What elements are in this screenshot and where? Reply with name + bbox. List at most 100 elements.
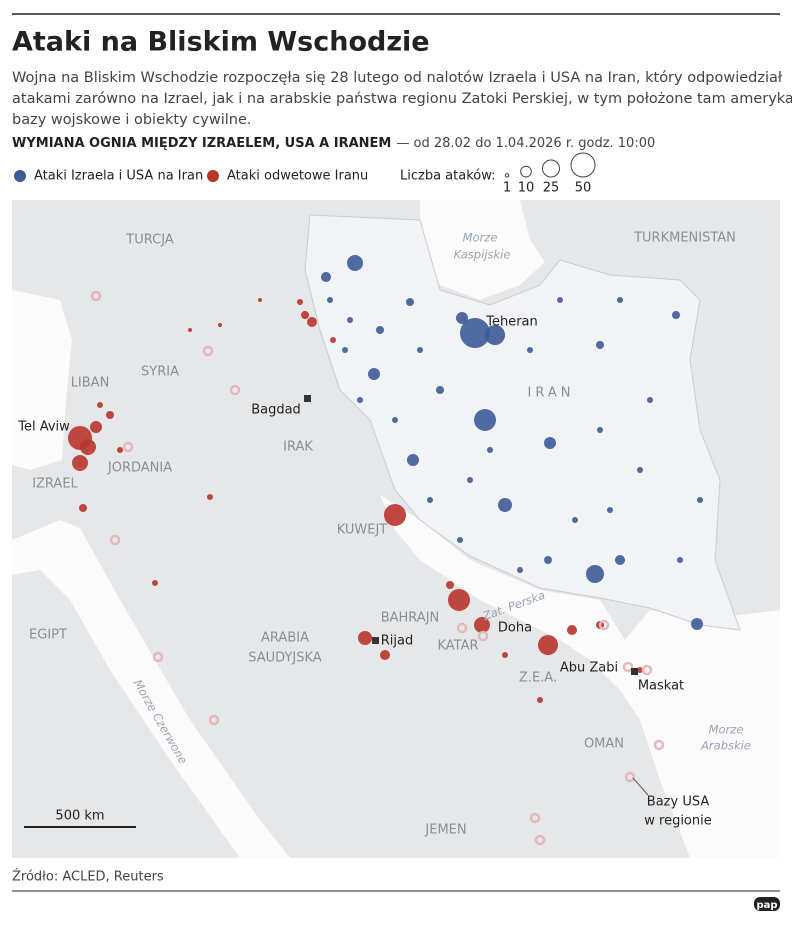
country-label: KUWEJT <box>337 523 388 538</box>
size-legend-title: Liczba ataków: <box>400 169 496 184</box>
country-label: TURCJA <box>125 233 174 248</box>
title: Ataki na Bliskim Wschodzie <box>12 27 430 58</box>
bases-label: Bazy USA <box>647 795 710 810</box>
attack-dot <box>544 437 556 449</box>
us-base <box>456 622 468 634</box>
attack-dot <box>498 498 512 512</box>
country-label: JORDANIA <box>107 461 172 476</box>
attack-dot <box>347 255 363 271</box>
attack-dot <box>567 625 577 635</box>
us-base <box>477 630 489 642</box>
attack-dot <box>538 635 558 655</box>
attack-dot <box>446 581 454 589</box>
attack-dot <box>97 402 103 408</box>
subheading: WYMIANA OGNIA MIĘDZY IZRAELEM, USA A IRA… <box>12 136 655 151</box>
legend-label: Ataki Izraela i USA na Iran <box>34 169 203 184</box>
country-label: EGIPT <box>29 628 67 643</box>
attack-dot <box>392 417 398 423</box>
attack-dot <box>327 297 333 303</box>
attack-dot <box>457 537 463 543</box>
city-label: Teheran <box>485 315 538 330</box>
attack-dot <box>376 326 384 334</box>
subheading-text: WYMIANA OGNIA MIĘDZY IZRAELEM, USA A IRA… <box>12 136 391 151</box>
us-base <box>622 661 634 673</box>
attack-dot <box>617 297 623 303</box>
attack-dot <box>384 504 406 526</box>
attack-dot <box>152 580 158 586</box>
country-label: OMAN <box>584 737 624 752</box>
size-legend-circle <box>520 165 532 178</box>
source: Źródło: ACLED, Reuters <box>12 869 164 885</box>
attack-dot <box>557 297 563 303</box>
attack-dot <box>347 317 353 323</box>
attack-dot <box>607 507 613 513</box>
country-label: TURKMENISTAN <box>633 231 736 246</box>
attack-dot <box>474 409 496 431</box>
attack-dot <box>106 411 114 419</box>
legend-label: Ataki odwetowe Iranu <box>227 169 368 184</box>
logo: pap <box>756 900 777 911</box>
city-marker <box>304 395 311 402</box>
period: — od 28.02 do 1.04.2026 r. godz. 10:00 <box>396 136 655 151</box>
attack-dot <box>417 347 423 353</box>
attack-dot <box>342 347 348 353</box>
logo-badge <box>754 897 780 911</box>
country-label: IZRAEL <box>32 477 78 492</box>
us-base <box>229 384 241 396</box>
attack-dots <box>68 255 703 846</box>
attack-dot <box>527 347 533 353</box>
us-base <box>598 619 610 631</box>
attack-dot <box>544 556 552 564</box>
country-label: SYRIA <box>141 365 179 380</box>
sea-label: Morze <box>463 231 498 245</box>
red-sea <box>12 520 290 858</box>
size-legend-circle <box>542 159 560 178</box>
attack-dot <box>357 397 363 403</box>
us-base <box>109 534 121 546</box>
attack-dot <box>677 557 683 563</box>
attack-dot <box>380 650 390 660</box>
scale-label: 500 km <box>55 809 104 824</box>
country-label: IRAK <box>283 440 313 455</box>
legend-swatch <box>14 170 26 182</box>
city-label: Rijad <box>381 634 413 649</box>
lead-line: Wojna na Bliskim Wschodzie rozpoczęła si… <box>12 70 783 86</box>
attack-dot <box>72 455 88 471</box>
attack-dot <box>672 311 680 319</box>
attack-dot <box>207 494 213 500</box>
attack-dot <box>637 667 643 673</box>
caspian-sea <box>420 200 545 300</box>
lead-line: bazy wojskowe i obiekty cywilne. <box>12 112 251 128</box>
country-label: KATAR <box>437 639 478 654</box>
attack-dot <box>474 617 490 633</box>
us-base <box>529 812 541 824</box>
lead-line: atakami zarówno na Izrael, jak i na arab… <box>12 91 792 107</box>
city-label: Tel Aviw <box>17 420 70 435</box>
us-base <box>641 664 653 676</box>
attack-dot <box>330 337 336 343</box>
size-legend-label: 10 <box>518 181 535 196</box>
map: TURCJA TURKMENISTAN SYRIA LIBAN IRAK IRA… <box>12 200 780 858</box>
city-label: Maskat <box>638 679 684 694</box>
attack-dot <box>647 397 653 403</box>
attack-dot <box>467 477 473 483</box>
us-base <box>534 834 546 846</box>
attack-dot <box>188 328 192 332</box>
size-legend-label: 25 <box>543 181 560 196</box>
sea-label: Arabskie <box>700 739 751 753</box>
attack-dot <box>218 323 222 327</box>
us-base <box>122 441 134 453</box>
attack-dot <box>487 447 493 453</box>
attack-dot <box>301 311 309 319</box>
attack-dot <box>79 504 87 512</box>
city-label: Abu Zabi <box>560 661 618 676</box>
attack-dot <box>358 631 372 645</box>
attack-dot <box>436 386 444 394</box>
attack-dot <box>321 272 331 282</box>
attack-dot <box>485 325 505 345</box>
attack-dot <box>427 497 433 503</box>
country-label: JEMEN <box>424 823 466 838</box>
mediterranean <box>12 290 72 470</box>
sea-label: Kaspijskie <box>454 248 511 262</box>
